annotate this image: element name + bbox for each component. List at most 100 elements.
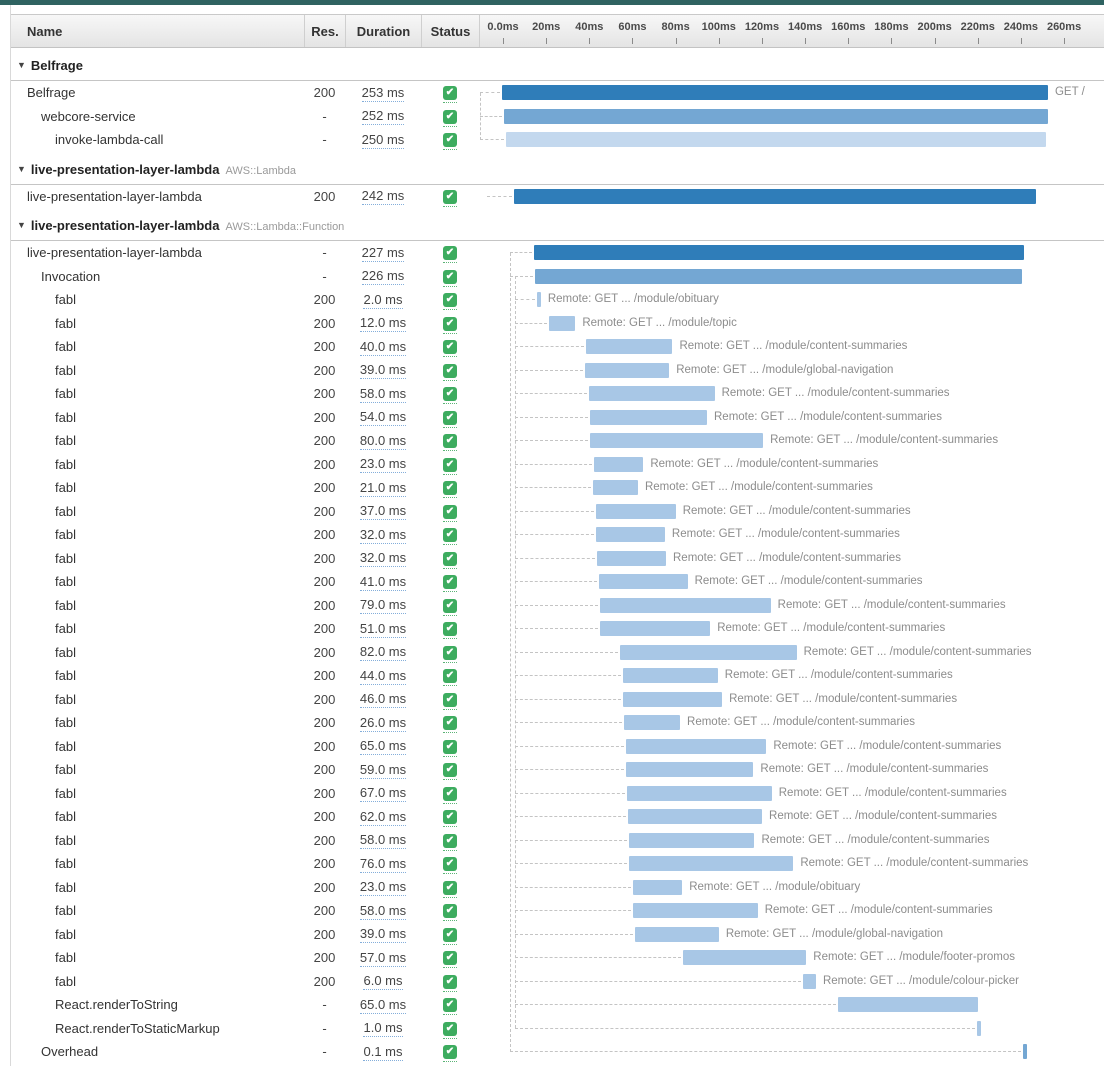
- trace-row[interactable]: live-presentation-layer-lambda - 227 ms …: [11, 241, 1104, 265]
- duration-value[interactable]: 32.0 ms: [359, 550, 407, 568]
- timeline-bar[interactable]: [599, 574, 688, 589]
- duration-value[interactable]: 41.0 ms: [359, 573, 407, 591]
- duration-value[interactable]: 1.0 ms: [363, 1020, 403, 1038]
- trace-row[interactable]: fabl 200 51.0 ms ✔ Remote: GET ... /modu…: [11, 617, 1104, 641]
- duration-value[interactable]: 62.0 ms: [359, 808, 407, 826]
- status-badge[interactable]: ✔: [443, 316, 457, 334]
- status-badge[interactable]: ✔: [443, 927, 457, 945]
- status-badge[interactable]: ✔: [443, 457, 457, 475]
- status-badge[interactable]: ✔: [443, 739, 457, 757]
- collapse-toggle-icon[interactable]: ▼: [17, 163, 26, 174]
- trace-row[interactable]: fabl 200 40.0 ms ✔ Remote: GET ... /modu…: [11, 335, 1104, 359]
- trace-row[interactable]: webcore-service - 252 ms ✔: [11, 105, 1104, 129]
- status-badge[interactable]: ✔: [443, 86, 457, 104]
- status-badge[interactable]: ✔: [443, 504, 457, 522]
- status-badge[interactable]: ✔: [443, 575, 457, 593]
- trace-row[interactable]: fabl 200 80.0 ms ✔ Remote: GET ... /modu…: [11, 429, 1104, 453]
- status-badge[interactable]: ✔: [443, 833, 457, 851]
- trace-row[interactable]: fabl 200 39.0 ms ✔ Remote: GET ... /modu…: [11, 923, 1104, 947]
- timeline-bar[interactable]: [549, 315, 576, 331]
- trace-row[interactable]: fabl 200 44.0 ms ✔ Remote: GET ... /modu…: [11, 664, 1104, 688]
- trace-row[interactable]: fabl 200 62.0 ms ✔ Remote: GET ... /modu…: [11, 805, 1104, 829]
- timeline-bar[interactable]: [600, 621, 711, 636]
- duration-value[interactable]: 227 ms: [361, 244, 405, 262]
- trace-row[interactable]: fabl 200 57.0 ms ✔ Remote: GET ... /modu…: [11, 946, 1104, 970]
- duration-value[interactable]: 58.0 ms: [359, 385, 407, 403]
- timeline-bar[interactable]: [589, 386, 715, 401]
- timeline-bar[interactable]: [627, 785, 772, 801]
- timeline-bar[interactable]: [683, 950, 807, 965]
- timeline-bar[interactable]: [504, 108, 1048, 124]
- status-badge[interactable]: ✔: [443, 528, 457, 546]
- duration-value[interactable]: 23.0 ms: [359, 456, 407, 474]
- trace-row[interactable]: fabl 200 46.0 ms ✔ Remote: GET ... /modu…: [11, 688, 1104, 712]
- trace-row[interactable]: fabl 200 58.0 ms ✔ Remote: GET ... /modu…: [11, 382, 1104, 406]
- status-badge[interactable]: ✔: [443, 1045, 457, 1063]
- timeline-bar[interactable]: [502, 85, 1048, 100]
- timeline-bar[interactable]: [586, 339, 673, 354]
- status-badge[interactable]: ✔: [443, 410, 457, 428]
- duration-value[interactable]: 23.0 ms: [359, 879, 407, 897]
- status-badge[interactable]: ✔: [443, 109, 457, 127]
- trace-row[interactable]: fabl 200 6.0 ms ✔ Remote: GET ... /modul…: [11, 970, 1104, 994]
- trace-row[interactable]: invoke-lambda-call - 250 ms ✔: [11, 128, 1104, 152]
- timeline-bar[interactable]: [634, 926, 719, 942]
- timeline-bar[interactable]: [628, 809, 763, 824]
- trace-row[interactable]: fabl 200 21.0 ms ✔ Remote: GET ... /modu…: [11, 476, 1104, 500]
- timeline-bar[interactable]: [976, 1020, 981, 1036]
- duration-value[interactable]: 44.0 ms: [359, 667, 407, 685]
- timeline-bar[interactable]: [619, 644, 797, 660]
- timeline-bar[interactable]: [585, 362, 670, 378]
- timeline-bar[interactable]: [632, 879, 683, 895]
- duration-value[interactable]: 252 ms: [361, 108, 405, 126]
- status-badge[interactable]: ✔: [443, 880, 457, 898]
- status-badge[interactable]: ✔: [443, 340, 457, 358]
- duration-value[interactable]: 2.0 ms: [363, 291, 403, 309]
- duration-value[interactable]: 65.0 ms: [359, 738, 407, 756]
- duration-value[interactable]: 51.0 ms: [359, 620, 407, 638]
- status-badge[interactable]: ✔: [443, 669, 457, 687]
- status-badge[interactable]: ✔: [443, 998, 457, 1016]
- duration-value[interactable]: 82.0 ms: [359, 644, 407, 662]
- duration-value[interactable]: 65.0 ms: [359, 996, 407, 1014]
- timeline-bar[interactable]: [623, 715, 681, 730]
- status-badge[interactable]: ✔: [443, 598, 457, 616]
- duration-value[interactable]: 242 ms: [361, 188, 405, 206]
- status-badge[interactable]: ✔: [443, 763, 457, 781]
- status-badge[interactable]: ✔: [443, 692, 457, 710]
- duration-value[interactable]: 253 ms: [361, 84, 405, 102]
- duration-value[interactable]: 59.0 ms: [359, 761, 407, 779]
- status-badge[interactable]: ✔: [443, 293, 457, 311]
- duration-value[interactable]: 80.0 ms: [359, 432, 407, 450]
- timeline-bar[interactable]: [534, 268, 1023, 284]
- status-badge[interactable]: ✔: [443, 189, 457, 207]
- timeline-bar[interactable]: [600, 597, 771, 613]
- status-badge[interactable]: ✔: [443, 622, 457, 640]
- duration-value[interactable]: 250 ms: [361, 131, 405, 149]
- timeline-bar[interactable]: [626, 738, 767, 754]
- status-badge[interactable]: ✔: [443, 974, 457, 992]
- timeline-bar[interactable]: [622, 691, 723, 707]
- trace-row[interactable]: fabl 200 58.0 ms ✔ Remote: GET ... /modu…: [11, 829, 1104, 853]
- trace-row[interactable]: Overhead - 0.1 ms ✔: [11, 1040, 1104, 1064]
- timeline-bar[interactable]: [596, 550, 666, 566]
- trace-row[interactable]: React.renderToString - 65.0 ms ✔: [11, 993, 1104, 1017]
- duration-value[interactable]: 12.0 ms: [359, 315, 407, 333]
- duration-value[interactable]: 58.0 ms: [359, 832, 407, 850]
- duration-value[interactable]: 226 ms: [361, 268, 405, 286]
- trace-row[interactable]: fabl 200 76.0 ms ✔ Remote: GET ... /modu…: [11, 852, 1104, 876]
- duration-value[interactable]: 67.0 ms: [359, 785, 407, 803]
- trace-row[interactable]: fabl 200 65.0 ms ✔ Remote: GET ... /modu…: [11, 735, 1104, 759]
- duration-value[interactable]: 6.0 ms: [363, 973, 403, 991]
- timeline-bar[interactable]: [629, 832, 755, 848]
- trace-row[interactable]: fabl 200 26.0 ms ✔ Remote: GET ... /modu…: [11, 711, 1104, 735]
- timeline-bar[interactable]: [595, 503, 676, 519]
- timeline-bar[interactable]: [626, 762, 754, 777]
- timeline-bar[interactable]: [1023, 1044, 1028, 1059]
- timeline-bar[interactable]: [837, 997, 978, 1012]
- trace-row[interactable]: fabl 200 79.0 ms ✔ Remote: GET ... /modu…: [11, 594, 1104, 618]
- trace-row[interactable]: fabl 200 12.0 ms ✔ Remote: GET ... /modu…: [11, 312, 1104, 336]
- duration-value[interactable]: 21.0 ms: [359, 479, 407, 497]
- duration-value[interactable]: 58.0 ms: [359, 902, 407, 920]
- duration-value[interactable]: 57.0 ms: [359, 949, 407, 967]
